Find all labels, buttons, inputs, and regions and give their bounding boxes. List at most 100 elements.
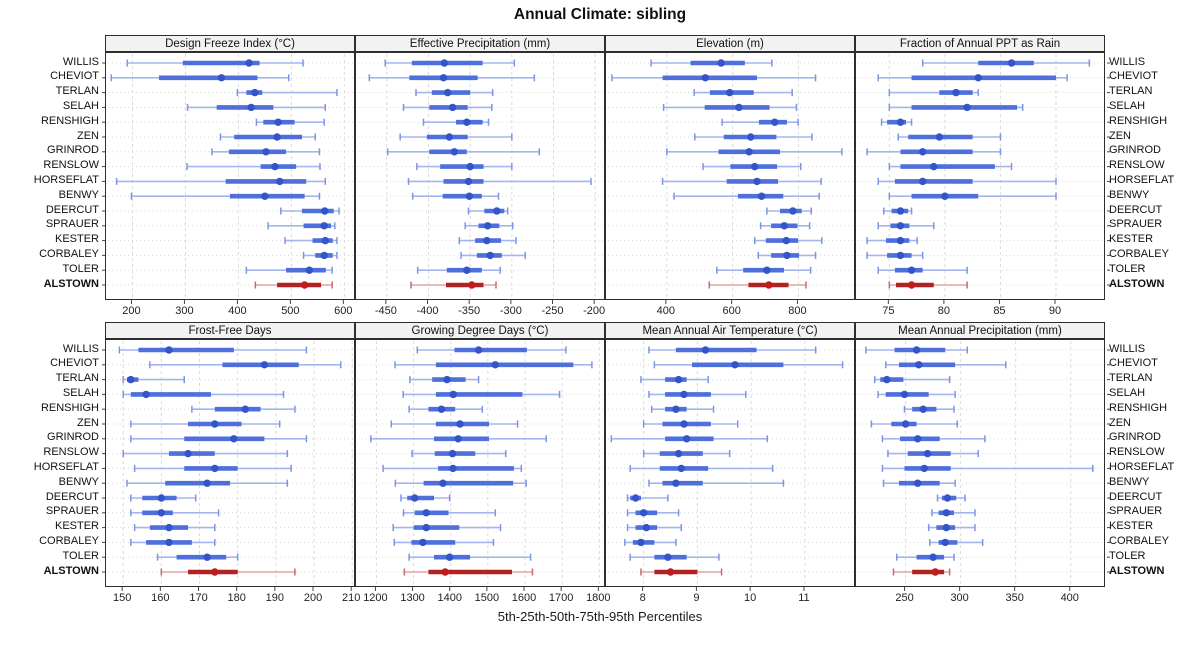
median-dot (941, 538, 949, 547)
median-dot (771, 118, 779, 126)
panel-plot (102, 339, 355, 587)
site-label-right: TOLER (1109, 262, 1146, 275)
site-label-right: TERLAN (1109, 372, 1153, 385)
panel-strip: Elevation (m) (605, 35, 855, 52)
median-dot (929, 553, 937, 561)
x-tick-label: 1500 (475, 592, 499, 604)
site-label-left: BENWY (58, 188, 99, 201)
median-dot (203, 553, 211, 561)
median-dot (127, 375, 135, 384)
median-dot (251, 88, 259, 97)
x-tick-label: 400 (228, 305, 246, 317)
site-label-right: DEERCUT (1109, 203, 1163, 216)
median-dot (260, 361, 269, 369)
median-dot (419, 538, 427, 547)
panel-plot (605, 52, 855, 300)
median-dot (468, 281, 476, 289)
median-dot (907, 281, 916, 289)
median-dot (974, 74, 982, 82)
site-label-left: TERLAN (55, 372, 99, 385)
median-dot (483, 222, 492, 230)
site-label-right: RENSLOW (1109, 159, 1165, 172)
site-label-right: RENSLOW (1109, 446, 1165, 459)
site-label-right: HORSEFLAT (1109, 460, 1175, 473)
site-label-left: RENSHIGH (40, 401, 99, 414)
median-dot (674, 375, 683, 384)
median-dot (450, 148, 459, 156)
site-label-right: SPRAUER (1109, 505, 1163, 518)
figure-title: Annual Climate: sibling (513, 6, 687, 23)
site-label-left: SPRAUER (45, 218, 99, 231)
x-tick-label: 1700 (549, 592, 573, 604)
median-dot (935, 133, 944, 141)
site-label-right: TOLER (1109, 549, 1146, 562)
median-dot (896, 236, 905, 245)
panel-strip: Frost-Free Days (105, 322, 355, 339)
median-dot (912, 346, 921, 354)
panel-x-axis: 8 9 10 11 (640, 587, 810, 604)
median-dot (674, 449, 683, 458)
median-dot (483, 236, 491, 245)
median-dot (217, 74, 226, 82)
panel-x-axis: 400 600 800 (657, 300, 807, 317)
x-tick-label: 85 (993, 305, 1005, 317)
median-dot (440, 59, 449, 67)
median-dot (273, 133, 281, 141)
median-dot (165, 538, 173, 547)
site-label-left: HORSEFLAT (33, 460, 99, 473)
site-label-left: ALSTOWN (43, 277, 99, 290)
site-label-left: CHEVIOT (50, 70, 99, 83)
median-dot (443, 375, 451, 384)
median-dot (157, 494, 166, 502)
median-dot (211, 568, 219, 576)
median-dot (918, 148, 927, 156)
median-dot (464, 177, 473, 186)
median-dot (184, 449, 192, 458)
site-label-right: GRINROD (1109, 431, 1161, 444)
median-dot (439, 74, 448, 82)
median-dot (918, 177, 927, 186)
median-dot (883, 375, 891, 384)
x-tick-label: 80 (938, 305, 950, 317)
site-label-left: KESTER (54, 233, 99, 246)
site-label-left: WILLIS (62, 55, 99, 68)
x-tick-label: 500 (281, 305, 299, 317)
site-label-left: CORBALEY (39, 534, 99, 547)
median-dot (941, 192, 949, 200)
median-dot (725, 88, 734, 97)
median-dot (203, 479, 211, 487)
median-dot (439, 479, 447, 487)
x-tick-label: -350 (458, 305, 480, 317)
median-dot (677, 464, 685, 473)
site-label-left: TERLAN (55, 85, 99, 98)
median-dot (320, 251, 328, 260)
median-dot (680, 390, 688, 399)
median-dot (896, 222, 905, 230)
median-dot (913, 479, 922, 487)
panel-plot (855, 339, 1110, 587)
site-label-right: RENSHIGH (1109, 114, 1168, 127)
median-dot (456, 420, 464, 428)
site-label-right: WILLIS (1109, 342, 1146, 355)
median-dot (783, 251, 791, 260)
x-tick-label: 400 (657, 305, 675, 317)
median-dot (320, 222, 328, 230)
panel-title: Growing Degree Days (°C) (411, 324, 549, 337)
median-dot (230, 435, 238, 443)
median-dot (896, 251, 905, 260)
site-label-left: RENSHIGH (40, 114, 99, 127)
median-dot (241, 405, 250, 413)
site-label-right: SELAH (1109, 99, 1146, 112)
median-dot (276, 177, 284, 186)
x-tick-label: -300 (500, 305, 522, 317)
site-label-left: CHEVIOT (50, 357, 99, 370)
median-dot (753, 177, 761, 186)
x-tick-label: 190 (266, 592, 284, 604)
median-dot (642, 523, 651, 532)
median-dot (410, 494, 419, 502)
median-dot (952, 88, 960, 97)
median-dot (931, 568, 939, 576)
median-dot (750, 162, 759, 171)
median-dot (896, 207, 905, 215)
